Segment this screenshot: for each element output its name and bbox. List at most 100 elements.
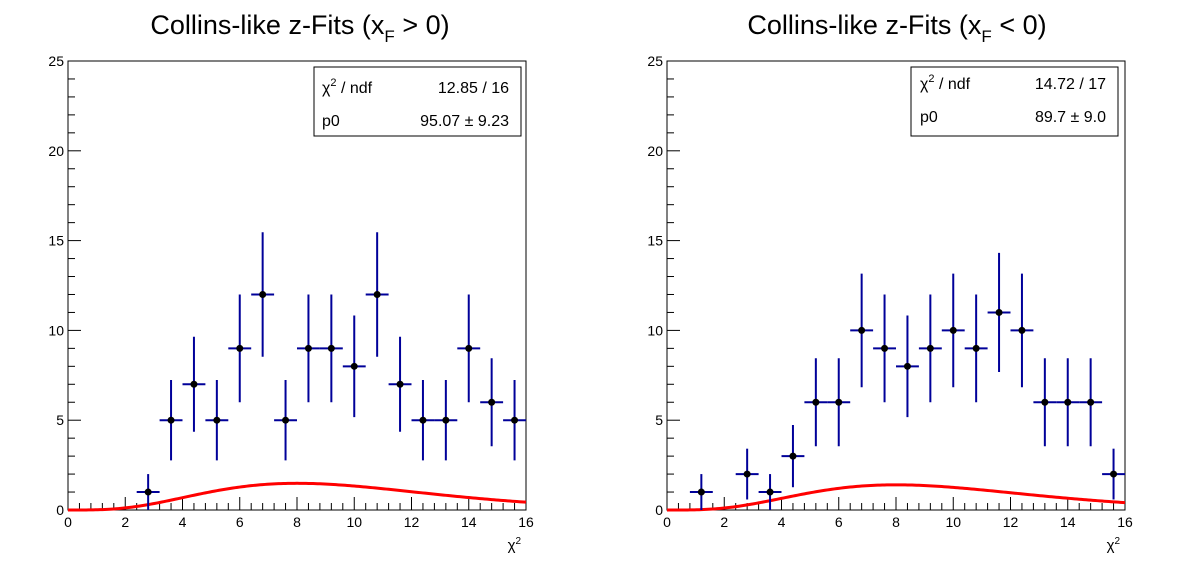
point-marker [949, 326, 957, 334]
y-tick-label: 0 [655, 502, 663, 518]
stat-p0-label-right: p0 [920, 109, 938, 126]
x-tick-label: 8 [892, 514, 900, 530]
x-tick-label: 8 [293, 514, 301, 530]
x-axis-label-right: χ2 [1107, 536, 1121, 554]
fit-curve-left [68, 481, 527, 512]
data-point [850, 273, 874, 388]
point-marker [304, 344, 312, 352]
x-tick-label: 14 [461, 514, 477, 530]
data-points-left [136, 232, 526, 510]
chart-title-left: Collins-like z-Fits (xF > 0) [150, 10, 449, 46]
point-marker [1110, 470, 1118, 478]
x-tick-label: 10 [945, 514, 961, 530]
y-tick-label: 5 [56, 412, 64, 428]
point-marker [373, 290, 381, 298]
point-marker [190, 380, 198, 388]
fit-curve-line [667, 483, 1126, 512]
y-tick-label: 10 [48, 322, 64, 338]
point-marker [327, 344, 335, 352]
data-point [365, 232, 389, 357]
point-marker [812, 398, 820, 406]
data-point [1056, 358, 1080, 447]
panel-right: Collins-like z-Fits (xF < 0) 0 2 4 6 8 10 12 14… [647, 10, 1133, 554]
point-marker [144, 488, 152, 496]
data-point [411, 380, 435, 461]
point-marker [926, 344, 934, 352]
x-tick-label: 0 [663, 514, 671, 530]
data-point [205, 380, 229, 461]
point-marker [1041, 398, 1049, 406]
y-tick-label: 15 [48, 233, 64, 249]
fit-curve-line [68, 481, 527, 512]
point-marker [743, 470, 751, 478]
stat-chi2-value-right: 14.72 / 17 [1035, 76, 1106, 93]
y-tick-label: 5 [655, 412, 663, 428]
x-tick-label: 10 [346, 514, 362, 530]
point-marker [835, 398, 843, 406]
data-point [1079, 358, 1103, 447]
y-tick-label: 15 [647, 233, 663, 249]
data-point [964, 294, 988, 403]
point-marker [236, 344, 244, 352]
y-tick-label: 25 [647, 53, 663, 69]
data-point [480, 358, 504, 447]
data-point [758, 474, 782, 510]
axes-right: 0 2 4 6 8 10 12 14 16 0 5 10 15 20 25 [647, 53, 1133, 530]
data-points-right [689, 252, 1125, 510]
x-tick-label: 14 [1060, 514, 1076, 530]
data-point [434, 380, 458, 461]
point-marker [995, 308, 1003, 316]
y-tick-label: 25 [48, 53, 64, 69]
point-marker [697, 488, 705, 496]
point-marker [350, 362, 358, 370]
data-point [251, 232, 275, 357]
axes-left: 0 2 4 6 8 10 12 14 16 0 5 10 15 20 25 [48, 53, 534, 530]
data-point [689, 474, 713, 510]
y-tick-label: 10 [647, 322, 663, 338]
x-tick-label: 2 [720, 514, 728, 530]
data-point [735, 448, 759, 500]
point-marker [972, 344, 980, 352]
data-point [941, 273, 965, 388]
data-point [159, 380, 183, 461]
stat-chi2-label-right: χ2 / ndf [920, 73, 971, 93]
x-tick-label: 4 [778, 514, 786, 530]
x-tick-label: 4 [179, 514, 187, 530]
data-point [182, 336, 206, 432]
point-marker [1018, 326, 1026, 334]
data-point [228, 294, 252, 403]
point-marker [1064, 398, 1072, 406]
point-marker [766, 488, 774, 496]
point-marker [789, 452, 797, 460]
y-tick-label: 0 [56, 502, 64, 518]
stats-box-right: χ2 / ndf 14.72 / 17 p0 89.7 ± 9.0 [910, 66, 1119, 137]
stat-chi2-label-left: χ2 / ndf [322, 77, 373, 97]
stat-p0-label-left: p0 [322, 113, 340, 130]
data-point [896, 315, 919, 418]
stat-p0-value-right: 89.7 ± 9.0 [1035, 109, 1106, 126]
point-marker [903, 362, 911, 370]
panel-left: Collins-like z-Fits (xF > 0) 0 2 4 6 8 10 12 14… [48, 10, 534, 554]
stats-box-left: χ2 / ndf 12.85 / 16 p0 95.07 ± 9.23 [313, 66, 522, 137]
data-point [136, 474, 160, 510]
point-marker [419, 416, 427, 424]
point-marker [881, 344, 889, 352]
point-marker [259, 290, 267, 298]
x-tick-label: 0 [64, 514, 72, 530]
data-point [804, 358, 828, 447]
data-point [388, 336, 412, 432]
data-point [827, 358, 851, 447]
stat-p0-value-left: 95.07 ± 9.23 [420, 113, 509, 130]
data-point [781, 425, 805, 488]
x-tick-label: 16 [518, 514, 534, 530]
point-marker [858, 326, 866, 334]
point-marker [465, 344, 473, 352]
point-marker [488, 398, 496, 406]
data-point [274, 380, 297, 461]
data-point [1010, 273, 1034, 388]
x-tick-label: 6 [835, 514, 843, 530]
data-point [987, 252, 1011, 373]
data-point [918, 294, 942, 403]
data-point [1102, 448, 1125, 500]
